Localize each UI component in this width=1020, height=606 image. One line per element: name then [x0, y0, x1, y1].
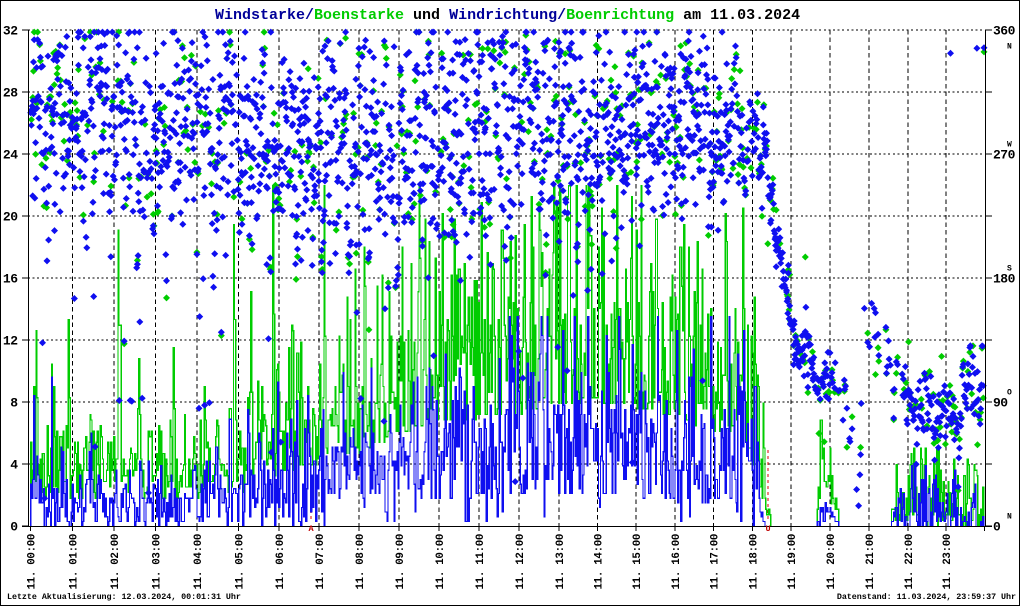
svg-text:11. 11:00: 11. 11:00: [475, 534, 487, 590]
svg-text:11. 16:00: 11. 16:00: [671, 534, 683, 590]
svg-text:U: U: [765, 524, 770, 534]
svg-text:11. 10:00: 11. 10:00: [435, 534, 447, 590]
svg-text:90: 90: [993, 396, 1008, 411]
svg-text:11. 13:00: 11. 13:00: [555, 534, 567, 590]
svg-text:W: W: [1007, 141, 1012, 150]
svg-text:11. 03:00: 11. 03:00: [151, 534, 163, 590]
svg-text:11. 18:00: 11. 18:00: [748, 534, 760, 590]
svg-text:11. 04:00: 11. 04:00: [193, 534, 205, 590]
svg-text:11. 05:00: 11. 05:00: [235, 534, 247, 590]
svg-text:28: 28: [3, 86, 18, 101]
svg-text:11. 12:00: 11. 12:00: [515, 534, 527, 590]
svg-text:S: S: [1007, 265, 1012, 274]
svg-text:20: 20: [3, 210, 18, 225]
svg-text:0: 0: [10, 520, 18, 535]
svg-text:11. 01:00: 11. 01:00: [68, 534, 80, 590]
svg-text:11. 09:00: 11. 09:00: [395, 534, 407, 590]
svg-text:32: 32: [3, 24, 18, 39]
svg-text:11. 20:00: 11. 20:00: [826, 534, 838, 590]
svg-text:0: 0: [993, 520, 1001, 535]
svg-text:11. 21:00: 11. 21:00: [865, 534, 877, 590]
svg-text:N: N: [1007, 513, 1012, 522]
svg-text:11. 19:00: 11. 19:00: [787, 534, 799, 590]
svg-text:11. 15:00: 11. 15:00: [632, 534, 644, 590]
svg-text:270: 270: [993, 148, 1016, 163]
svg-text:24: 24: [3, 148, 18, 163]
svg-text:O: O: [1007, 389, 1012, 398]
svg-text:180: 180: [993, 272, 1016, 287]
svg-text:12: 12: [3, 334, 18, 349]
svg-text:11. 22:00: 11. 22:00: [904, 534, 916, 590]
svg-text:11. 02:00: 11. 02:00: [110, 534, 122, 590]
svg-text:A: A: [308, 524, 314, 534]
svg-text:16: 16: [3, 272, 18, 287]
svg-text:N: N: [1007, 43, 1012, 52]
svg-text:11. 07:00: 11. 07:00: [315, 534, 327, 590]
svg-text:4: 4: [10, 458, 18, 473]
svg-text:11. 08:00: 11. 08:00: [355, 534, 367, 590]
svg-text:360: 360: [993, 24, 1016, 39]
svg-text:11. 23:00: 11. 23:00: [942, 534, 954, 590]
svg-text:Datenstand: 11.03.2024, 23:59:: Datenstand: 11.03.2024, 23:59:37 Uhr: [837, 592, 1016, 602]
svg-text:11. 00:00: 11. 00:00: [27, 534, 39, 590]
svg-text:8: 8: [10, 396, 18, 411]
svg-text:Letzte Aktualisierung: 12.03.2: Letzte Aktualisierung: 12.03.2024, 00:01…: [7, 592, 241, 602]
svg-text:11. 14:00: 11. 14:00: [594, 534, 606, 590]
svg-text:Windstarke/Boenstarke und Wind: Windstarke/Boenstarke und Windrichtung/B…: [215, 7, 800, 24]
svg-text:11. 17:00: 11. 17:00: [710, 534, 722, 590]
svg-text:11. 06:00: 11. 06:00: [275, 534, 287, 590]
